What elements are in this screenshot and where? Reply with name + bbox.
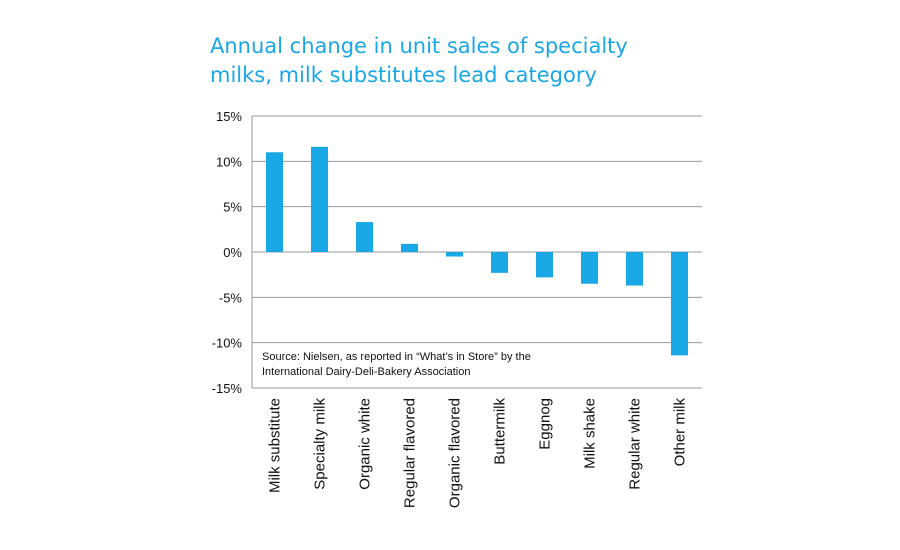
x-tick-label: Organic white xyxy=(357,398,374,490)
bar xyxy=(266,152,283,252)
x-tick-label: Eggnog xyxy=(537,398,554,450)
chart-title-line-2: milks, milk substitutes lead category xyxy=(210,63,597,87)
bar xyxy=(491,252,508,273)
source-annotation-line-1: Source: Nielsen, as reported in “What’s … xyxy=(262,351,531,363)
bar xyxy=(356,222,373,252)
source-annotation-line-2: International Dairy-Deli-Bakery Associat… xyxy=(262,366,470,378)
bar xyxy=(311,146,328,252)
x-tick-label: Buttermilk xyxy=(492,398,509,465)
x-tick-label: Specialty milk xyxy=(312,398,329,490)
x-tick-label: Other milk xyxy=(672,398,689,467)
x-tick-label: Milk shake xyxy=(582,398,599,469)
bar xyxy=(446,252,463,257)
x-tick-label: Organic flavored xyxy=(447,398,464,508)
chart-title-line-1: Annual change in unit sales of specialty xyxy=(210,34,628,58)
y-tick-label: 10% xyxy=(216,154,242,169)
bar xyxy=(671,252,688,356)
chart-title: Annual change in unit sales of specialty… xyxy=(210,32,730,90)
y-tick-label: 0% xyxy=(223,245,242,260)
y-axis: 15% 10% 5% 0% -5% -10% -15% xyxy=(212,109,253,396)
x-tick-label: Regular white xyxy=(627,398,644,490)
y-tick-label: -5% xyxy=(219,290,243,305)
y-tick-label: 5% xyxy=(223,200,242,215)
bar xyxy=(581,252,598,284)
y-tick-label: -10% xyxy=(212,336,243,351)
x-tick-label: Milk substitute xyxy=(267,398,284,493)
y-tick-label: 15% xyxy=(216,109,242,124)
bar xyxy=(401,243,418,252)
x-axis: Milk substitute Specialty milk Organic whi… xyxy=(267,398,689,509)
bar xyxy=(626,252,643,286)
y-tick-label: -15% xyxy=(212,381,243,396)
bars xyxy=(266,146,688,356)
bar xyxy=(536,252,553,278)
x-tick-label: Regular flavored xyxy=(402,398,419,508)
